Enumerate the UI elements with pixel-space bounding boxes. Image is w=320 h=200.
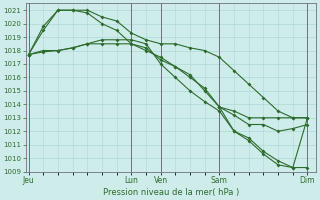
X-axis label: Pression niveau de la mer( hPa ): Pression niveau de la mer( hPa ) (103, 188, 239, 197)
